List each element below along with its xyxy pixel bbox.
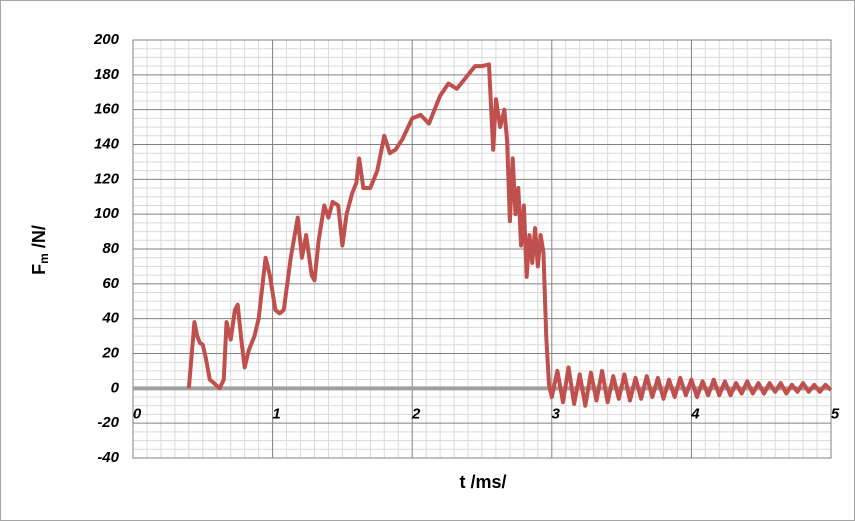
y-title-main: F [29, 264, 49, 275]
y-tick-label: 180 [94, 66, 120, 83]
y-tick-label: 140 [94, 135, 120, 152]
x-tick-label: 4 [690, 405, 700, 422]
y-tick-label: -20 [97, 414, 119, 431]
y-tick-label: 0 [111, 379, 120, 396]
plot-border [132, 39, 832, 459]
y-tick-label: 60 [102, 275, 119, 292]
y-tick-label: 120 [94, 170, 120, 187]
y-tick-label: 80 [102, 240, 119, 257]
y-title-sub: m [37, 253, 51, 264]
x-tick-label: 1 [272, 405, 280, 422]
y-tick-label: 160 [94, 101, 120, 118]
y-tick-label: 100 [94, 205, 120, 222]
x-tick-label: 3 [552, 405, 561, 422]
x-tick-label: 5 [831, 405, 840, 422]
y-title-rest: /N/ [29, 225, 49, 253]
x-axis-title: t /ms/ [459, 472, 506, 492]
y-axis-title: Fm /N/ [29, 225, 51, 275]
data-line [186, 62, 833, 408]
y-tick-label: 40 [101, 310, 119, 327]
y-tick-label: -40 [97, 449, 119, 466]
x-tick-label: 0 [133, 405, 142, 422]
y-tick-label: 20 [101, 344, 119, 361]
x-tick-label: 2 [411, 405, 421, 422]
y-tick-label: 200 [93, 31, 120, 48]
